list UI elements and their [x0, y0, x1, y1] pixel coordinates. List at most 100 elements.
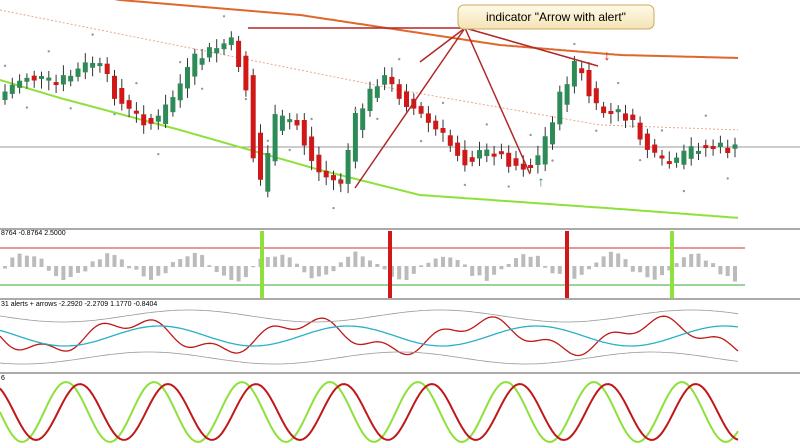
histogram-bar	[163, 266, 168, 274]
stop-dot	[266, 139, 269, 143]
oscillator-red	[0, 315, 739, 357]
histogram-bar	[243, 266, 248, 278]
panel-label: 8764 -0.8764 2.5000	[1, 230, 66, 237]
stop-dot	[507, 185, 510, 188]
alert-arrow: ↓	[604, 47, 611, 63]
candle	[644, 133, 650, 150]
stop-dot	[529, 133, 532, 137]
candle	[352, 113, 358, 162]
histogram-bar	[229, 266, 234, 280]
candle	[703, 145, 709, 149]
candle	[294, 120, 300, 126]
candle	[272, 114, 278, 162]
candle	[17, 80, 23, 88]
histogram-bar	[550, 266, 555, 274]
candle	[623, 113, 628, 121]
histogram-bar	[61, 266, 66, 281]
histogram-bar	[346, 256, 351, 267]
histogram-bar	[674, 263, 679, 267]
histogram-bar	[696, 253, 701, 267]
alert-arrow: ↓	[243, 47, 250, 63]
histogram-bar	[660, 266, 664, 276]
candle	[528, 165, 534, 168]
candle	[112, 75, 117, 99]
candle	[323, 170, 329, 178]
histogram-bar	[733, 266, 737, 282]
candle	[666, 161, 672, 165]
histogram-bar	[470, 266, 475, 276]
callout-box	[457, 4, 655, 30]
candle	[425, 113, 431, 123]
histogram-bar	[112, 254, 117, 267]
candle	[236, 40, 242, 68]
candle	[710, 146, 716, 150]
histogram-bar	[83, 266, 88, 272]
candle	[133, 110, 139, 114]
stop-dot	[135, 82, 138, 85]
candle	[199, 58, 205, 65]
pointer	[464, 27, 531, 175]
histogram-bar	[280, 254, 285, 267]
candle	[53, 82, 59, 86]
histogram-bar	[97, 259, 102, 267]
alert-arrow: ↑	[538, 173, 545, 189]
candle	[192, 53, 198, 77]
candle	[331, 175, 336, 181]
candle	[382, 75, 388, 85]
candle	[681, 150, 687, 165]
stop-dot	[222, 15, 226, 18]
histogram-bar	[667, 266, 672, 271]
candle	[265, 153, 271, 192]
annotation-arrows	[248, 27, 599, 189]
histogram-bar	[645, 266, 650, 278]
candle	[688, 146, 694, 159]
candle	[396, 84, 402, 99]
stop-dot	[25, 106, 29, 109]
alert-arrow: ↑	[337, 173, 344, 189]
histogram-bar	[426, 262, 431, 267]
candle	[360, 108, 366, 130]
candle	[601, 106, 607, 114]
candle	[542, 136, 548, 165]
candle	[389, 76, 395, 85]
candle	[404, 91, 409, 108]
candle	[60, 75, 66, 85]
histogram-bar	[411, 266, 416, 274]
candle	[338, 179, 344, 184]
histogram-bar	[594, 262, 599, 267]
candle	[279, 115, 285, 131]
histogram-bar	[455, 259, 460, 267]
histogram-bar	[302, 266, 307, 273]
stop-dot	[398, 58, 401, 61]
candle	[652, 144, 658, 153]
candle	[433, 120, 439, 130]
candle	[316, 154, 322, 173]
histogram-bar	[192, 252, 197, 267]
histogram-bar	[54, 266, 59, 277]
candle	[637, 122, 643, 140]
histogram-bar	[236, 266, 241, 282]
moving-average	[0, 79, 739, 219]
candle	[119, 88, 125, 104]
histogram-bar	[3, 266, 7, 269]
histogram-bar	[514, 258, 518, 267]
histogram-bar	[185, 256, 190, 267]
histogram-bar	[689, 254, 694, 267]
stop-dot	[573, 42, 576, 46]
candle	[455, 142, 461, 156]
histogram-bar	[404, 266, 409, 281]
histogram-bar	[718, 266, 723, 275]
candle	[126, 100, 132, 109]
candle	[717, 142, 723, 147]
stop-dot	[332, 206, 335, 210]
candle	[506, 152, 512, 167]
stop-dot	[419, 139, 423, 143]
pointer	[464, 27, 599, 67]
candle	[163, 104, 169, 125]
stop-dot	[551, 159, 554, 162]
candle	[462, 149, 468, 166]
histogram-bar	[375, 263, 380, 267]
candle	[90, 62, 96, 68]
stop-dot	[91, 33, 94, 36]
